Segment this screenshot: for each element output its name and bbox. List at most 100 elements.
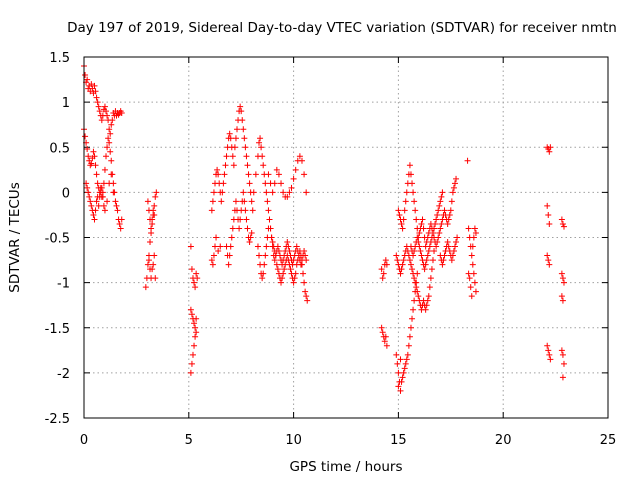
- data-point: [266, 216, 273, 223]
- data-point: [243, 216, 250, 223]
- data-point: [418, 220, 425, 227]
- data-point: [393, 252, 400, 259]
- data-point: [210, 189, 217, 196]
- data-point: [415, 239, 422, 246]
- data-point: [188, 266, 195, 273]
- data-point: [413, 284, 420, 291]
- data-point: [100, 180, 107, 187]
- data-point: [147, 239, 154, 246]
- data-point: [433, 216, 440, 223]
- data-point: [402, 198, 409, 205]
- data-point: [544, 202, 551, 209]
- data-point: [396, 211, 403, 218]
- data-point: [263, 189, 270, 196]
- data-point: [144, 261, 151, 268]
- data-point: [381, 338, 388, 345]
- data-point: [415, 293, 422, 300]
- data-point: [397, 387, 404, 394]
- data-point: [145, 257, 152, 264]
- data-point: [303, 293, 310, 300]
- data-point: [451, 180, 458, 187]
- data-point: [400, 369, 407, 376]
- data-point: [432, 220, 439, 227]
- data-point: [404, 351, 411, 358]
- data-point: [214, 166, 221, 173]
- data-point: [547, 356, 554, 363]
- data-point: [428, 266, 435, 273]
- data-point: [238, 108, 245, 115]
- data-point: [383, 342, 390, 349]
- data-point: [149, 266, 156, 273]
- data-point: [419, 216, 426, 223]
- data-point: [226, 252, 233, 259]
- data-point: [152, 275, 159, 282]
- data-point: [193, 315, 200, 322]
- data-point: [151, 202, 158, 209]
- data-point: [426, 284, 433, 291]
- data-point: [150, 261, 157, 268]
- data-point: [261, 261, 268, 268]
- data-point: [560, 360, 567, 367]
- axis-ticks: 0 5 10 15 20 25 -2.5 -2 -1.5 -1 -0.5 0 0.5 1 1.5: [45, 51, 617, 448]
- data-point: [439, 261, 446, 268]
- data-point: [547, 144, 554, 151]
- data-point: [378, 324, 385, 331]
- data-point: [191, 279, 198, 286]
- plot-frame: [83, 56, 609, 419]
- data-point: [227, 243, 234, 250]
- data-point: [470, 234, 477, 241]
- data-point: [403, 189, 410, 196]
- data-point: [544, 252, 551, 259]
- data-point: [149, 216, 156, 223]
- x-tick-label: 15: [390, 433, 407, 448]
- data-point: [152, 193, 159, 200]
- y-tick-label: -0.5: [45, 232, 70, 247]
- data-point: [263, 243, 270, 250]
- data-point: [401, 207, 408, 214]
- data-point: [301, 279, 308, 286]
- data-point: [445, 243, 452, 250]
- data-point: [546, 220, 553, 227]
- data-point: [544, 342, 551, 349]
- y-tick-label: 0: [62, 186, 70, 201]
- data-point: [409, 180, 416, 187]
- data-point: [413, 216, 420, 223]
- data-point: [545, 257, 552, 264]
- data-point: [101, 166, 108, 173]
- data-point: [151, 211, 158, 218]
- data-point: [434, 239, 441, 246]
- data-point: [287, 266, 294, 273]
- grid-lines: [84, 57, 608, 418]
- data-point: [558, 270, 565, 277]
- data-point: [284, 239, 291, 246]
- data-point: [289, 261, 296, 268]
- data-point: [301, 171, 308, 178]
- data-point: [286, 189, 293, 196]
- data-point: [221, 171, 228, 178]
- data-point: [250, 189, 257, 196]
- data-point: [290, 175, 297, 182]
- data-point: [101, 103, 108, 110]
- data-point: [274, 266, 281, 273]
- data-point: [424, 252, 431, 259]
- data-point: [297, 261, 304, 268]
- data-point: [449, 252, 456, 259]
- data-point: [436, 229, 443, 236]
- data-point: [406, 333, 413, 340]
- data-point: [278, 279, 285, 286]
- data-point: [411, 248, 418, 255]
- data-point: [395, 383, 402, 390]
- data-point: [85, 153, 92, 160]
- data-point: [472, 288, 479, 295]
- data-point: [446, 211, 453, 218]
- data-point: [92, 162, 99, 169]
- data-point: [223, 153, 230, 160]
- data-point: [411, 297, 418, 304]
- data-point: [237, 103, 244, 110]
- data-point: [471, 225, 478, 232]
- data-point: [109, 117, 116, 124]
- data-point: [265, 207, 272, 214]
- data-point: [87, 198, 94, 205]
- chart-title: Day 197 of 2019, Sidereal Day-to-day VTE…: [67, 20, 617, 36]
- data-point: [259, 275, 266, 282]
